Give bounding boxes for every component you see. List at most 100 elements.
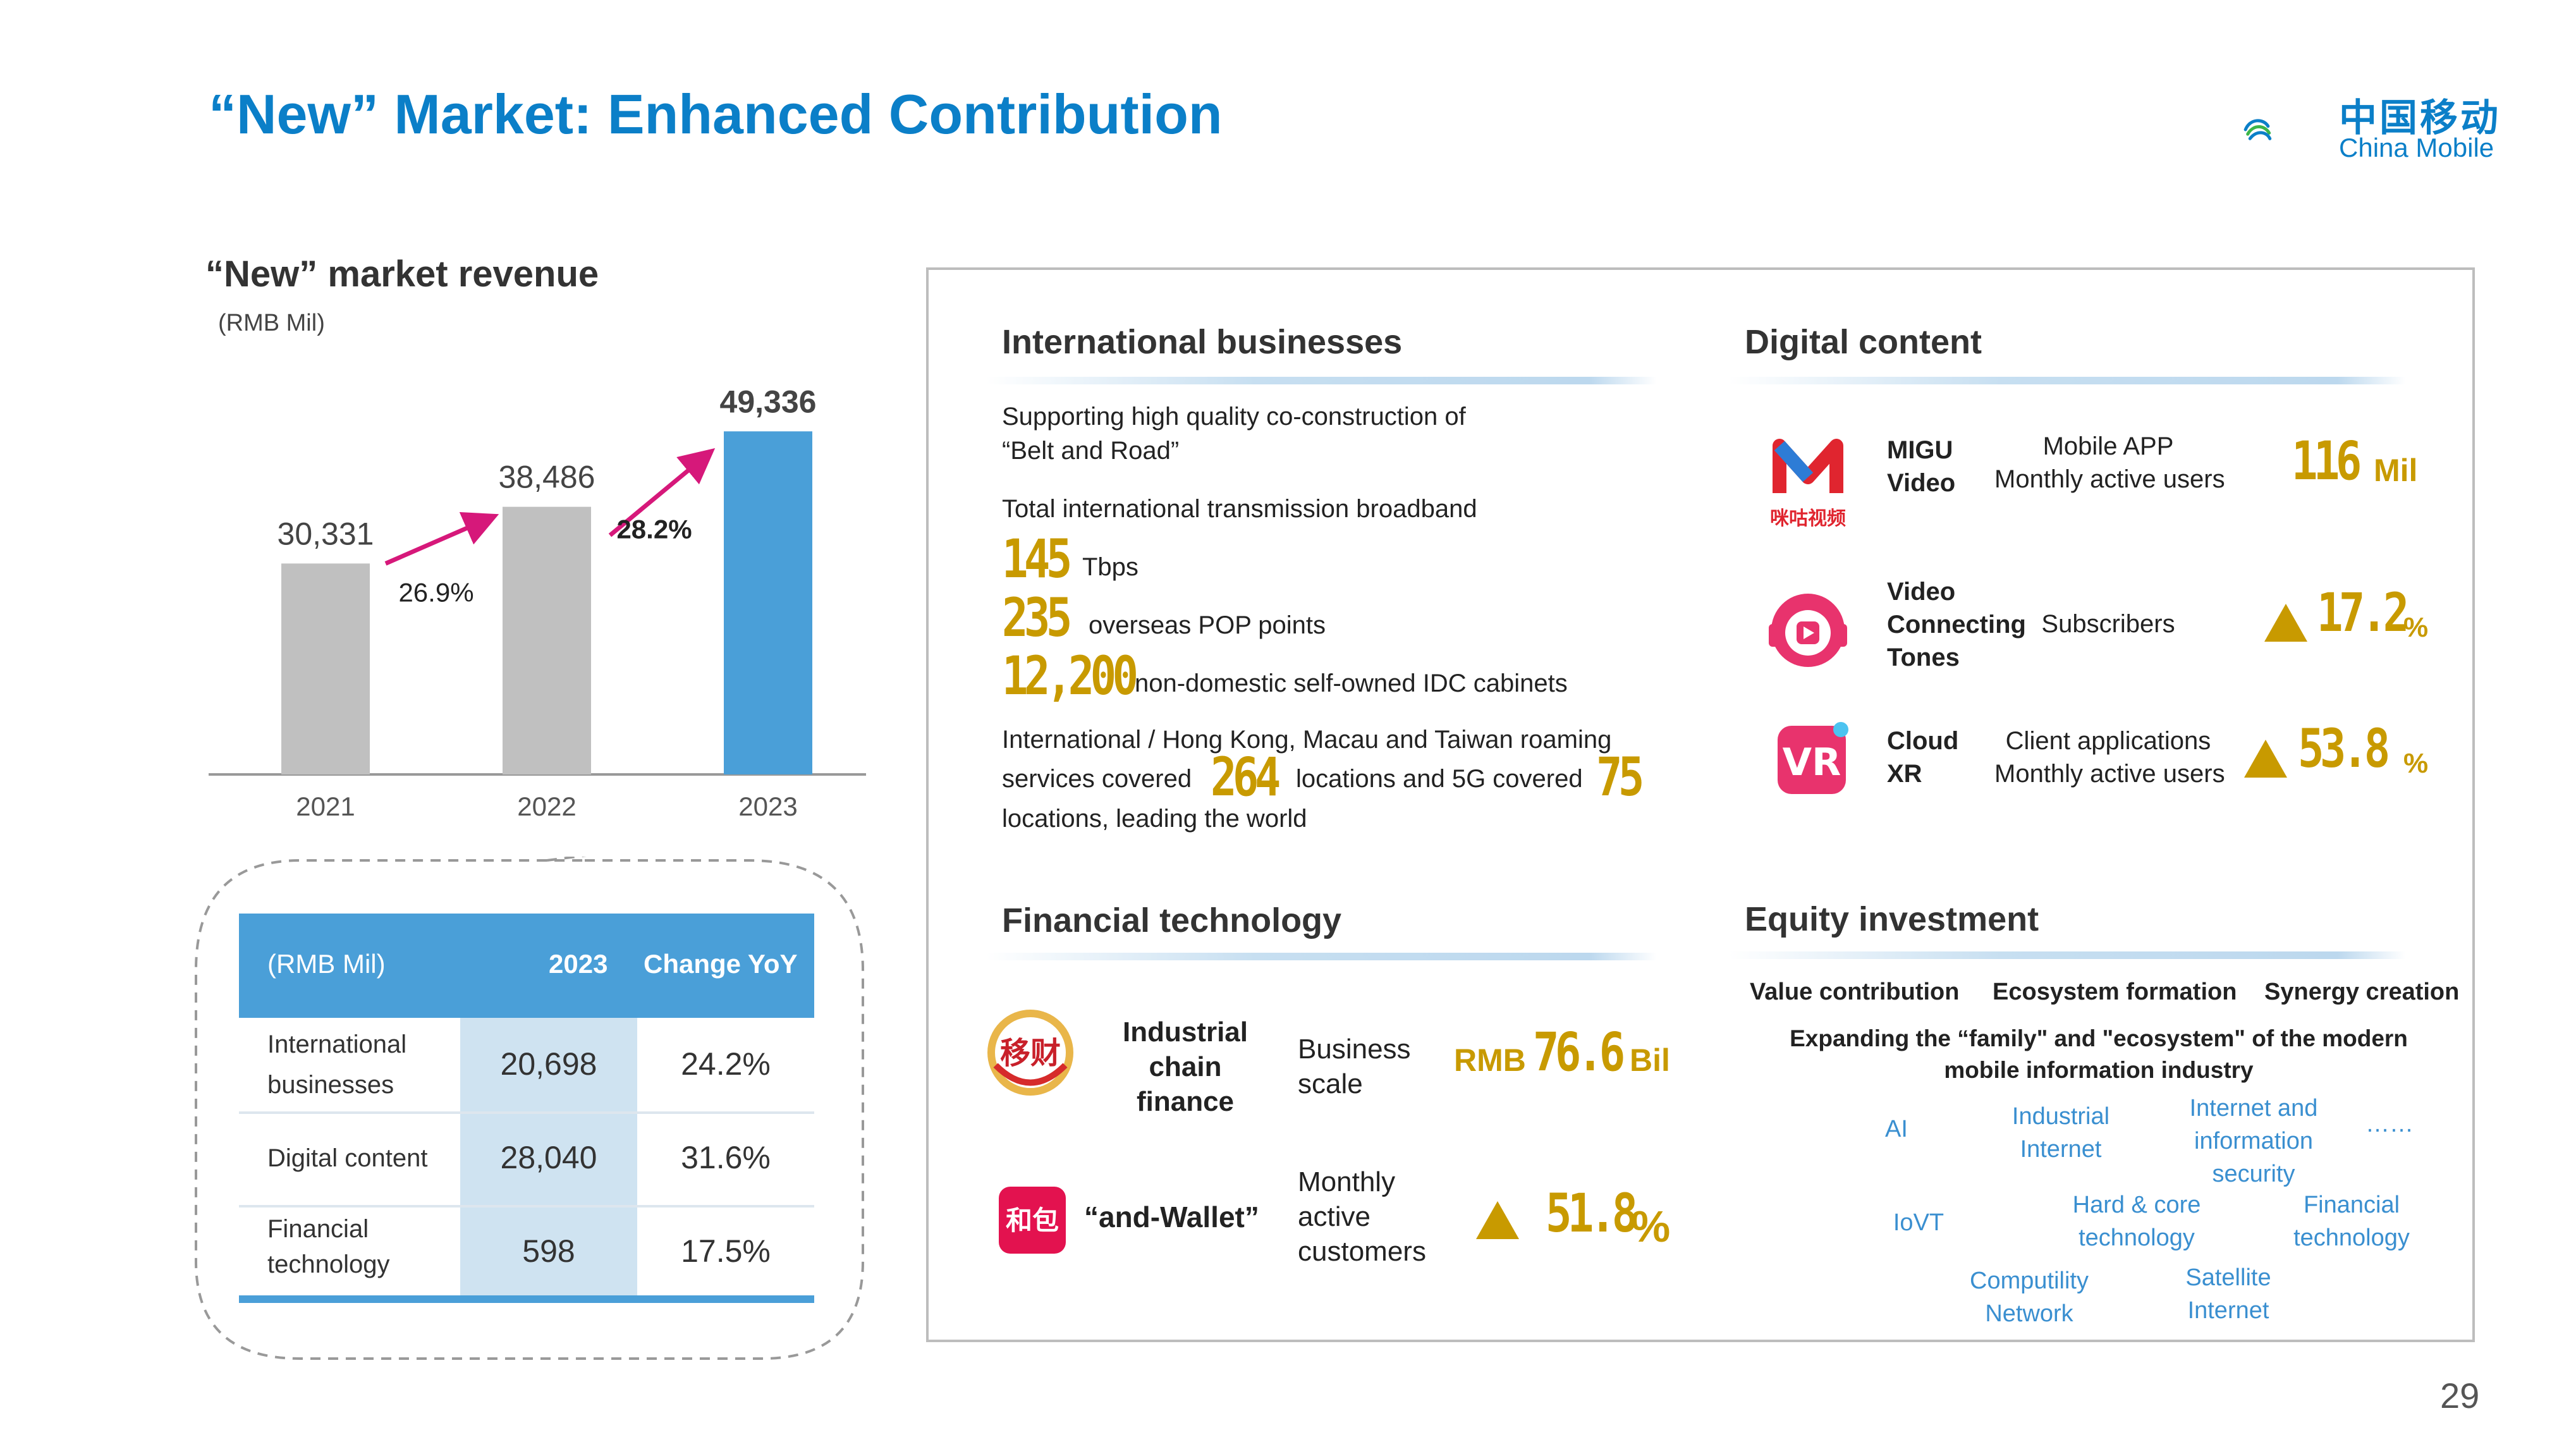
industrial-finance-icon: 移财 [983,1005,1078,1100]
area-sat-l2: Internet [2187,1297,2269,1324]
area-comp-l1: Computility [1970,1268,2089,1294]
xr-metric: Client applications Monthly active users [1994,724,2225,790]
intl-line1: Supporting high quality co-construction … [1002,403,1466,431]
migu-metric-l1: Mobile APP [2042,432,2174,460]
bar-value-label: 30,331 [278,516,374,551]
x-tick-label: 2021 [296,792,355,821]
area-hard-core-tech: Hard & core technology [2036,1189,2238,1254]
area-financial-tech: Financial technology [2263,1189,2440,1254]
international-underline [986,377,1656,384]
icf-name: Industrial chain finance [1094,1015,1277,1119]
roam-5g-stat: 75 [1596,746,1650,808]
table-callout-outline [195,857,864,1360]
business-panel [926,267,2475,1342]
row-label-line1: Digital content [267,1144,428,1172]
roam-stat: 264 [1211,746,1291,808]
idc-stat: 12,200 [1002,645,1163,707]
pop-stat: 235 [1002,587,1083,649]
area-fin-l1: Financial [2303,1192,2400,1218]
pop-label: overseas POP points [1089,611,1326,639]
icf-name-l1: Industrial [1122,1017,1248,1048]
digital-title: Digital content [1745,323,1982,361]
wallet-metric-l2: active [1298,1201,1370,1232]
vct-up-arrow-icon [2264,604,2307,642]
table-header-year: 2023 [549,949,608,979]
area-sat-l1: Satellite [2185,1264,2271,1291]
area-industrial-internet: Industrial Internet [1979,1100,2143,1166]
xr-unit: % [2403,748,2429,779]
row-change: 17.5% [681,1233,771,1269]
vct-value: 17.2 [2317,582,2409,644]
xr-metric-l2: Monthly active users [1994,760,2225,788]
row-label-line1: International [267,1030,407,1058]
icf-metric-l2: scale [1298,1068,1363,1099]
bar-2023 [724,431,812,774]
vct-name: Video Connecting Tones [1887,575,2026,674]
migu-metric: Mobile APP Monthly active users [1994,430,2225,496]
growth-arrow [608,448,716,537]
equity-tagline-l2: mobile information industry [1944,1057,2254,1083]
page-number: 29 [2440,1376,2480,1415]
wallet-metric-l3: customers [1298,1236,1426,1267]
page-title: “New” Market: Enhanced Contribution [209,83,1223,145]
xr-name-l1: Cloud [1887,727,1959,755]
broadband-unit: Tbps [1082,553,1138,581]
area-fin-l2: technology [2293,1225,2410,1251]
icf-metric: Business scale [1298,1032,1411,1101]
roam-mid: locations and 5G covered [1296,765,1583,793]
area-more: …… [2365,1111,2414,1137]
xr-up-arrow-icon [2244,740,2287,778]
icf-metric-l1: Business [1298,1034,1411,1065]
icf-value: 76.6 [1533,1021,1625,1083]
area-comp-l2: Network [1985,1300,2073,1327]
wallet-up-arrow-icon [1476,1201,1519,1239]
revenue-bar-chart: 30,331 2021 38,486 2022 49,336 2023 26.9% 28.2% [209,384,866,821]
icf-value-pre: RMB [1454,1042,1526,1078]
and-wallet-icon: 和包 [998,1185,1067,1255]
row-value: 28,040 [500,1140,597,1175]
migu-unit: Mil [2374,453,2418,488]
migu-stat: 116 [2292,430,2372,492]
area-satellite: Satellite Internet [2146,1261,2310,1327]
row-label-line2: technology [267,1250,390,1278]
vct-metric: Subscribers [2041,610,2175,638]
bar-2022 [503,506,591,774]
xr-stat: 53.8 [2298,718,2405,780]
fintech-underline [986,953,1656,960]
area-isec-l3: security [2212,1161,2295,1187]
vct-name-l1: Video [1887,578,1956,606]
row-value: 20,698 [500,1046,597,1082]
row-label-line1: Financial [267,1215,369,1243]
migu-name-l2: Video [1887,469,1956,497]
pillar-ecosystem: Ecosystem formation [1993,979,2237,1005]
revenue-unit: (RMB Mil) [218,310,325,336]
icf-name-l2: chain [1149,1051,1222,1082]
area-computility: Computility Network [1934,1264,2124,1330]
table-row: Financial technology 598 17.5% [239,1205,814,1295]
icf-stat: 76.6 [1533,1021,1640,1083]
icf-name-l3: finance [1136,1086,1235,1117]
migu-metric-l2: Monthly active users [1994,465,2225,493]
vct-name-l3: Tones [1887,644,1960,671]
broadband-label: Total international transmission broadba… [1002,495,1477,523]
revenue-section-title: “New” market revenue [205,254,599,295]
logo-text-cn: 中国移动 [2339,97,2501,139]
area-chip-l2: technology [2079,1225,2195,1251]
migu-value: 116 [2292,430,2362,492]
table-value-column-bg [460,1018,637,1299]
table-header: (RMB Mil) 2023 Change YoY [239,914,814,1018]
xr-value: 53.8 [2298,718,2390,780]
wallet-metric-l1: Monthly [1298,1166,1396,1197]
bar-value-label: 38,486 [499,460,595,495]
vct-stat: 17.2 [2317,582,2424,644]
table-header-unit: (RMB Mil) [267,949,386,979]
broadband-value: 145 [1002,528,1072,590]
bar-value-label: 49,336 [720,384,817,419]
area-isec-l1: Internet and [2189,1095,2318,1122]
roam-line1: International / Hong Kong, Macau and Tai… [1002,726,1612,754]
cloud-xr-icon: VR [1775,721,1851,797]
xr-name-l2: XR [1887,760,1922,788]
intl-line2: “Belt and Road” [1002,437,1180,465]
table-row: Digital content 28,040 31.6% [239,1111,814,1208]
pillar-synergy: Synergy creation [2264,979,2460,1005]
